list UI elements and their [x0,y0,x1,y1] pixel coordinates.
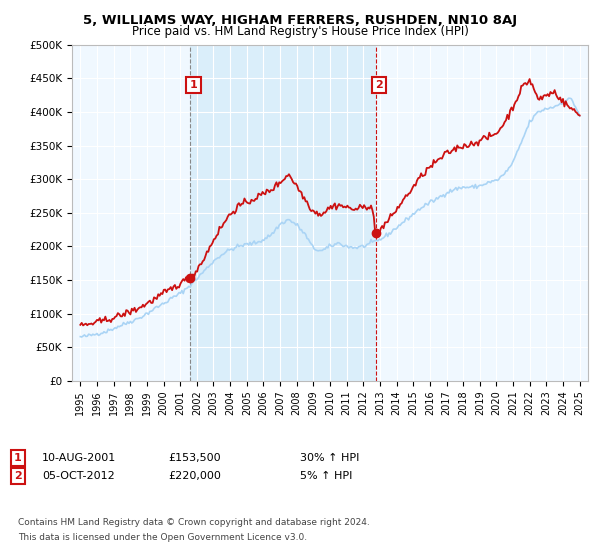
Text: 1: 1 [190,80,197,90]
Text: 5% ↑ HPI: 5% ↑ HPI [300,471,352,481]
Text: £153,500: £153,500 [168,453,221,463]
Text: 05-OCT-2012: 05-OCT-2012 [42,471,115,481]
Text: 1: 1 [14,453,22,463]
Text: 2: 2 [14,471,22,481]
Text: £220,000: £220,000 [168,471,221,481]
Text: Contains HM Land Registry data © Crown copyright and database right 2024.: Contains HM Land Registry data © Crown c… [18,518,370,527]
Text: 30% ↑ HPI: 30% ↑ HPI [300,453,359,463]
Text: Price paid vs. HM Land Registry's House Price Index (HPI): Price paid vs. HM Land Registry's House … [131,25,469,38]
Text: This data is licensed under the Open Government Licence v3.0.: This data is licensed under the Open Gov… [18,533,307,542]
Bar [190,45,376,381]
Text: 2: 2 [375,80,383,90]
Text: 10-AUG-2001: 10-AUG-2001 [42,453,116,463]
Text: 5, WILLIAMS WAY, HIGHAM FERRERS, RUSHDEN, NN10 8AJ: 5, WILLIAMS WAY, HIGHAM FERRERS, RUSHDEN… [83,14,517,27]
